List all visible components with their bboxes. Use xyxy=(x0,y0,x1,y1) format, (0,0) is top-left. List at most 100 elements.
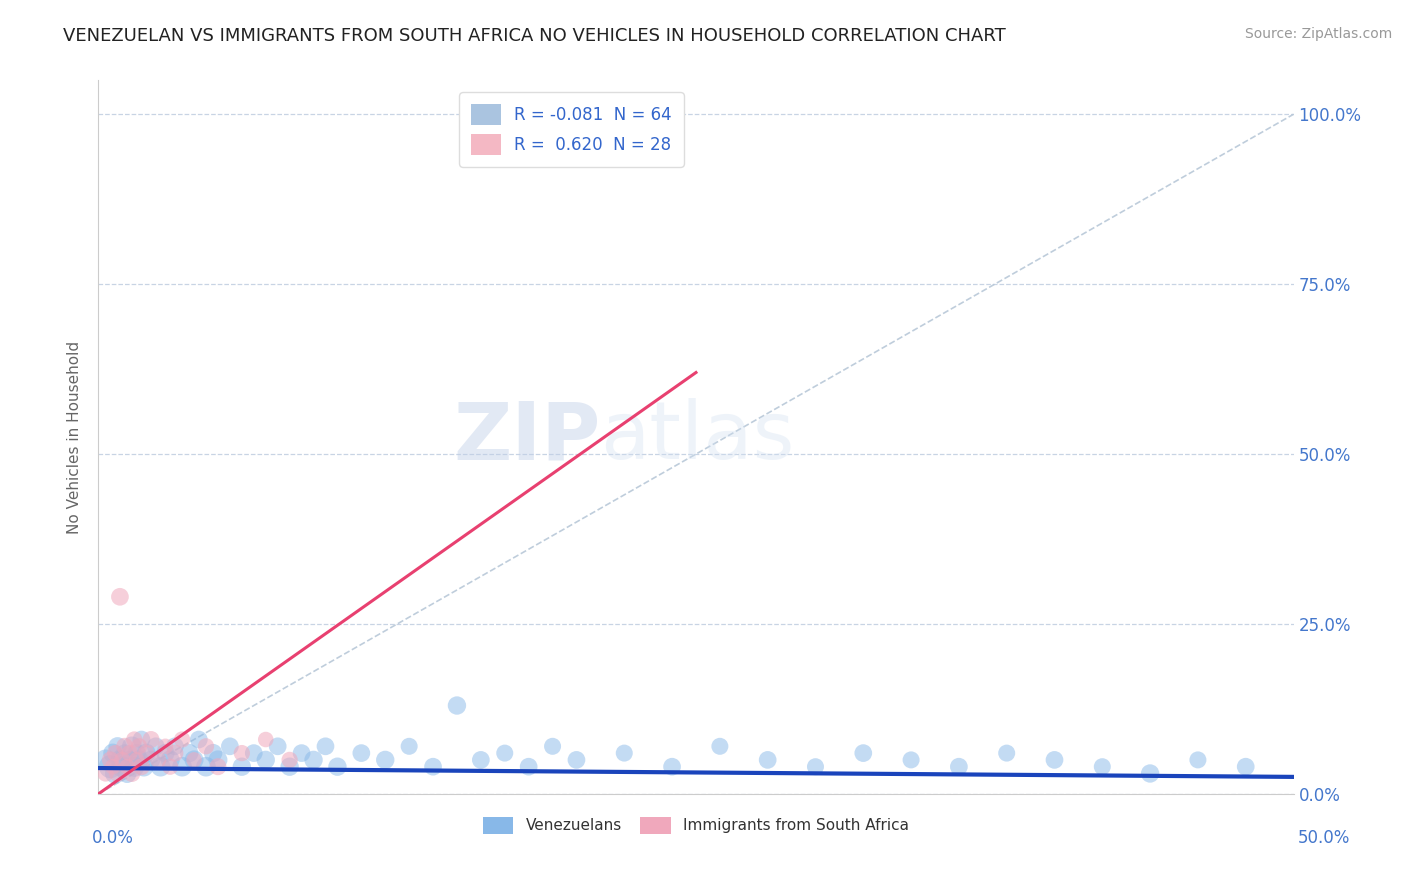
Point xyxy=(111,753,134,767)
Point xyxy=(756,753,779,767)
Point xyxy=(267,739,290,754)
Point xyxy=(179,746,201,760)
Point xyxy=(124,732,146,747)
Point xyxy=(125,746,148,760)
Point xyxy=(155,746,177,760)
Point xyxy=(98,753,122,767)
Point xyxy=(291,746,314,760)
Point xyxy=(101,746,124,760)
Point xyxy=(104,746,127,760)
Point xyxy=(183,753,205,767)
Point xyxy=(121,739,143,754)
Point xyxy=(278,760,301,774)
Point xyxy=(613,746,636,760)
Point xyxy=(107,739,129,754)
Legend: Venezuelans, Immigrants from South Africa: Venezuelans, Immigrants from South Afric… xyxy=(477,811,915,839)
Point xyxy=(163,746,186,760)
Text: ZIP: ZIP xyxy=(453,398,600,476)
Point xyxy=(231,746,253,760)
Point xyxy=(517,760,540,774)
Point xyxy=(326,760,349,774)
Point xyxy=(302,753,325,767)
Point xyxy=(128,739,150,754)
Text: Source: ZipAtlas.com: Source: ZipAtlas.com xyxy=(1244,27,1392,41)
Point xyxy=(135,746,157,760)
Point xyxy=(172,732,194,747)
Point xyxy=(541,739,564,754)
Point xyxy=(139,732,162,747)
Point xyxy=(995,746,1018,760)
Point xyxy=(1234,760,1257,774)
Point xyxy=(422,760,444,774)
Point xyxy=(131,760,153,774)
Text: 50.0%: 50.0% xyxy=(1298,829,1350,847)
Point xyxy=(135,746,157,760)
Point xyxy=(315,739,337,754)
Point xyxy=(128,753,150,767)
Point xyxy=(900,753,922,767)
Point xyxy=(219,739,242,754)
Point xyxy=(124,760,146,774)
Point xyxy=(94,753,117,767)
Point xyxy=(1043,753,1066,767)
Point xyxy=(1091,760,1114,774)
Point xyxy=(132,760,155,774)
Point xyxy=(159,753,181,767)
Point xyxy=(470,753,492,767)
Point xyxy=(114,746,136,760)
Text: VENEZUELAN VS IMMIGRANTS FROM SOUTH AFRICA NO VEHICLES IN HOUSEHOLD CORRELATION : VENEZUELAN VS IMMIGRANTS FROM SOUTH AFRI… xyxy=(63,27,1007,45)
Point xyxy=(231,760,253,774)
Text: atlas: atlas xyxy=(600,398,794,476)
Point xyxy=(278,753,301,767)
Point xyxy=(852,746,875,760)
Point xyxy=(114,739,136,754)
Point xyxy=(254,753,277,767)
Point xyxy=(98,760,122,774)
Point xyxy=(125,753,148,767)
Point xyxy=(139,753,162,767)
Point xyxy=(108,753,131,767)
Point xyxy=(804,760,827,774)
Point xyxy=(350,746,373,760)
Point xyxy=(207,753,229,767)
Point xyxy=(398,739,420,754)
Point xyxy=(107,766,129,780)
Point xyxy=(121,766,143,780)
Y-axis label: No Vehicles in Household: No Vehicles in Household xyxy=(67,341,83,533)
Point xyxy=(118,746,141,760)
Point xyxy=(187,732,209,747)
Point xyxy=(195,739,218,754)
Point xyxy=(1139,766,1161,780)
Point xyxy=(155,739,177,754)
Point xyxy=(1187,753,1209,767)
Point xyxy=(207,760,229,774)
Point xyxy=(118,753,141,767)
Point xyxy=(374,753,396,767)
Point xyxy=(709,739,731,754)
Point xyxy=(104,766,127,780)
Point xyxy=(145,739,167,754)
Point xyxy=(565,753,588,767)
Point xyxy=(172,760,194,774)
Point xyxy=(148,753,170,767)
Point xyxy=(494,746,516,760)
Point xyxy=(243,746,266,760)
Point xyxy=(446,698,468,713)
Point xyxy=(115,760,138,774)
Point xyxy=(183,753,205,767)
Point xyxy=(195,760,218,774)
Point xyxy=(115,766,138,780)
Point xyxy=(163,739,186,754)
Text: 0.0%: 0.0% xyxy=(91,829,134,847)
Point xyxy=(661,760,683,774)
Point xyxy=(108,590,131,604)
Point xyxy=(131,732,153,747)
Point xyxy=(101,760,124,774)
Point xyxy=(159,760,181,774)
Point xyxy=(254,732,277,747)
Point xyxy=(149,760,172,774)
Point xyxy=(202,746,225,760)
Point xyxy=(94,766,117,780)
Point xyxy=(948,760,970,774)
Point xyxy=(111,760,134,774)
